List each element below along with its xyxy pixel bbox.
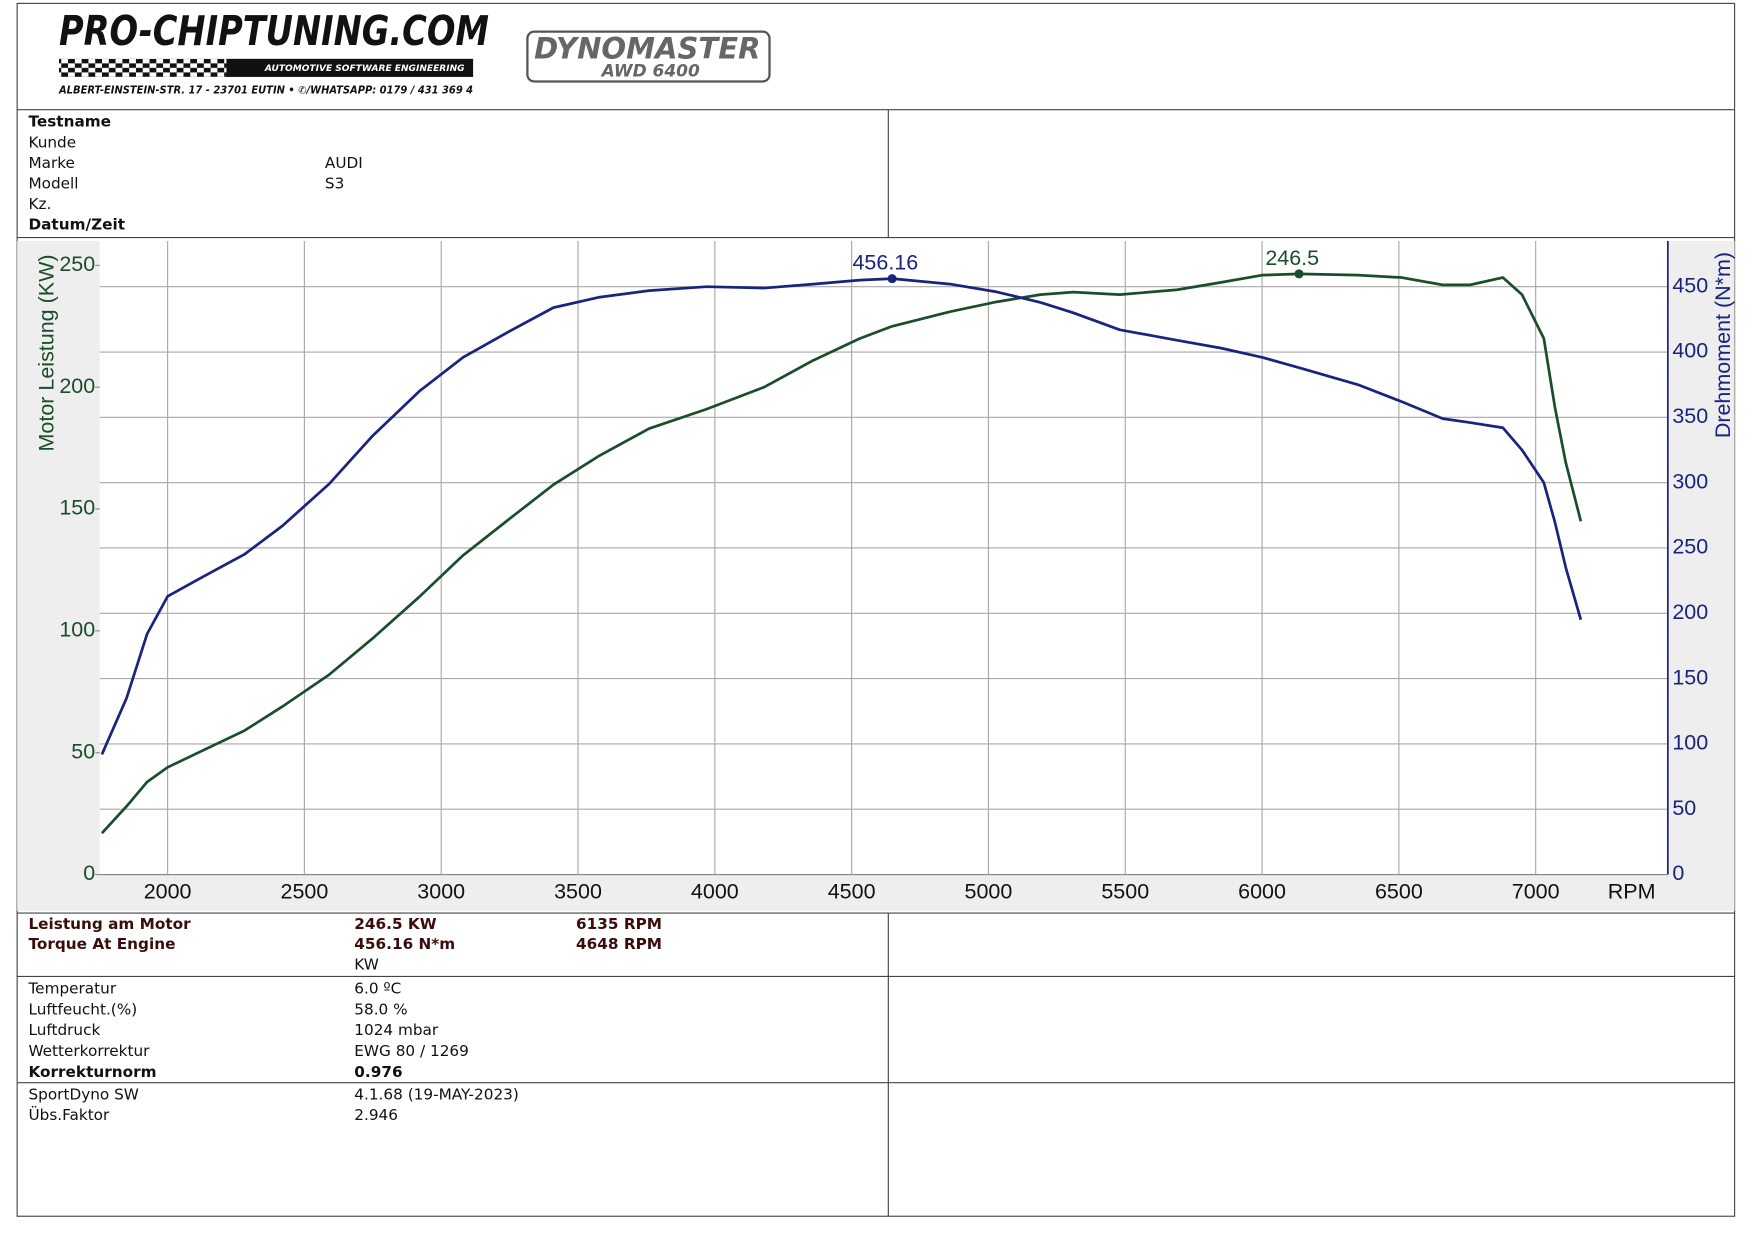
peak-marker bbox=[1294, 269, 1304, 279]
y2-tick-label: 50 bbox=[1672, 796, 1696, 820]
y2-tick-label: 400 bbox=[1672, 339, 1708, 363]
info-value: AUDI bbox=[325, 154, 363, 172]
results-value: KW bbox=[354, 956, 379, 974]
logo-stripe bbox=[59, 58, 227, 77]
y2-tick-label: 100 bbox=[1672, 731, 1708, 755]
conditions-value: 0.976 bbox=[354, 1063, 402, 1081]
peak-marker bbox=[887, 274, 897, 284]
conditions-value: 58.0 % bbox=[354, 1000, 407, 1018]
y2-tick-label: 150 bbox=[1672, 665, 1708, 689]
dyno-logo-box bbox=[526, 30, 771, 83]
x-tick-label: 3500 bbox=[554, 879, 602, 903]
x-tick-label: 2500 bbox=[281, 879, 329, 903]
x-tick-label: 6500 bbox=[1375, 879, 1423, 903]
results-value: 456.16 N*m bbox=[354, 935, 455, 953]
tagline: AUTOMOTIVE SOFTWARE ENGINEERING bbox=[264, 64, 465, 74]
peak-label: 246.5 bbox=[1265, 246, 1319, 270]
info-label: Kunde bbox=[28, 133, 76, 151]
results-rpm: 4648 RPM bbox=[576, 935, 662, 953]
y2-tick-label: 300 bbox=[1672, 469, 1708, 493]
y2-tick-label: 0 bbox=[1672, 861, 1684, 885]
software-label: SportDyno SW bbox=[28, 1086, 138, 1104]
x-tick-label: 6000 bbox=[1238, 879, 1286, 903]
results-label: Leistung am Motor bbox=[28, 915, 191, 933]
conditions-label: Wetterkorrektur bbox=[28, 1042, 150, 1060]
info-label: Testname bbox=[28, 113, 111, 131]
y2-tick-label: 450 bbox=[1672, 273, 1708, 297]
conditions-value: 6.0 ºC bbox=[354, 979, 401, 997]
plot-area bbox=[99, 240, 1668, 875]
y2-axis-label: Drehmoment (N*m) bbox=[1711, 252, 1735, 438]
results-rpm: 6135 RPM bbox=[576, 915, 662, 933]
conditions-label: Temperatur bbox=[27, 979, 116, 997]
y-tick-label: 100 bbox=[59, 618, 95, 642]
y2-tick-label: 350 bbox=[1672, 404, 1708, 428]
results-value: 246.5 KW bbox=[354, 915, 436, 933]
x-axis-label: RPM bbox=[1608, 879, 1656, 903]
x-tick-label: 7000 bbox=[1512, 879, 1560, 903]
x-tick-label: 4500 bbox=[828, 879, 876, 903]
results-label: Torque At Engine bbox=[28, 935, 175, 953]
y2-tick-label: 200 bbox=[1672, 600, 1708, 624]
logo: PRO-CHIPTUNING.COM bbox=[59, 7, 489, 55]
y-tick-label: 150 bbox=[59, 496, 95, 520]
y-tick-label: 50 bbox=[71, 739, 95, 763]
x-tick-label: 2000 bbox=[144, 879, 192, 903]
dyno-logo: DYNOMASTER bbox=[534, 31, 760, 65]
y-tick-label: 200 bbox=[59, 374, 95, 398]
software-value: 2.946 bbox=[354, 1106, 398, 1124]
address: ALBERT-EINSTEIN-STR. 17 - 23701 EUTIN • … bbox=[58, 86, 473, 97]
peak-label: 456.16 bbox=[852, 251, 918, 275]
series-line bbox=[100, 272, 1583, 835]
y-tick-label: 0 bbox=[83, 861, 95, 885]
x-tick-label: 3000 bbox=[417, 879, 465, 903]
conditions-label: Luftfeucht.(%) bbox=[28, 1000, 137, 1018]
software-label: Übs.Faktor bbox=[28, 1105, 110, 1124]
conditions-label: Korrekturnorm bbox=[28, 1063, 156, 1081]
info-label: Kz. bbox=[28, 195, 51, 213]
conditions-value: EWG 80 / 1269 bbox=[354, 1042, 469, 1060]
y-tick-label: 250 bbox=[59, 252, 95, 276]
x-tick-label: 5500 bbox=[1101, 879, 1149, 903]
x-tick-label: 4000 bbox=[691, 879, 739, 903]
info-label: Marke bbox=[28, 154, 74, 172]
logo-stripe bbox=[226, 58, 474, 77]
y2-tick-label: 250 bbox=[1672, 535, 1708, 559]
software-value: 4.1.68 (19-MAY-2023) bbox=[354, 1086, 519, 1104]
info-label: Datum/Zeit bbox=[28, 216, 125, 234]
conditions-label: Luftdruck bbox=[28, 1021, 100, 1039]
info-label: Modell bbox=[28, 174, 78, 192]
info-value: S3 bbox=[325, 174, 344, 192]
dyno-model: AWD 6400 bbox=[600, 61, 700, 81]
conditions-value: 1024 mbar bbox=[354, 1021, 439, 1039]
x-tick-label: 5000 bbox=[965, 879, 1013, 903]
y-axis-label: Motor Leistung (KW) bbox=[34, 254, 58, 451]
